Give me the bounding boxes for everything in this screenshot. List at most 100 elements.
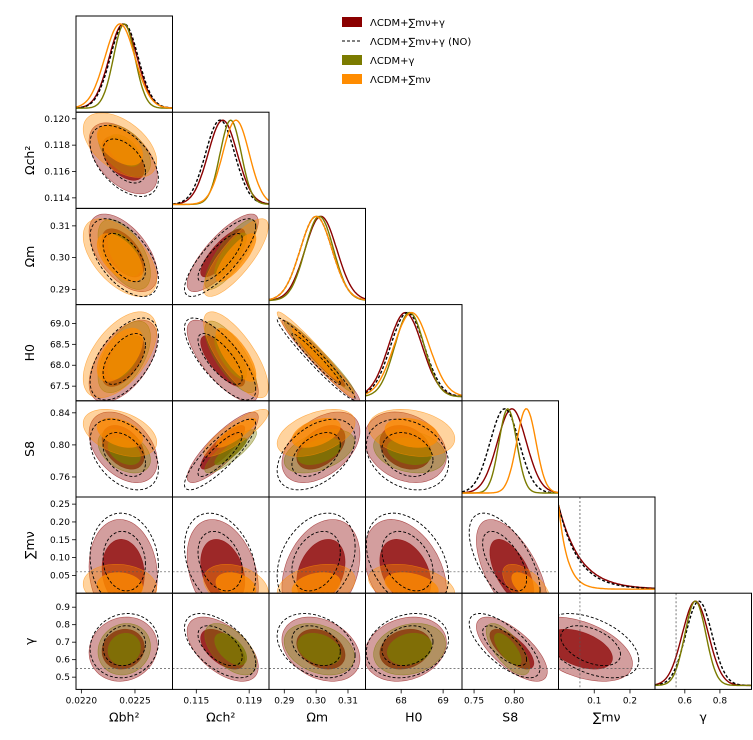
x-tick-label-mnu: 0.1 — [587, 696, 601, 706]
y-tick-label-och2: 0.114 — [44, 194, 70, 204]
panel-s8-gamma: 0.75 0.80 — [461, 592, 559, 706]
contour-no-s8-mnu-95 — [468, 512, 541, 594]
y-axis-label-om: Ωm — [22, 246, 37, 268]
diag-panel-mnu — [558, 496, 656, 594]
panel-obh2-och2: 0.114 0.116 0.118 0.120 — [44, 111, 173, 209]
panel-och2-om — [172, 207, 270, 306]
legend-swatch-full — [342, 17, 362, 27]
x-tick-label-om: 0.30 — [306, 696, 326, 706]
x-tick-label-h0: 69 — [437, 696, 449, 706]
marginal-mnuonly-mnu — [558, 504, 655, 590]
panel-h0-gamma: 68 69 — [365, 592, 463, 706]
diag-panel-h0 — [365, 304, 463, 402]
panel-obh2-s8: 0.76 0.80 0.84 — [50, 400, 173, 498]
panel-och2-s8 — [172, 400, 270, 498]
x-axis-label-obh2: Ωbh² — [109, 709, 139, 724]
contour-no-och2-s8-95 — [184, 418, 257, 491]
marginal-no-s8 — [462, 408, 559, 494]
contour-no-och2-gamma-95 — [184, 613, 257, 679]
legend-label-no: ΛCDM+∑mν+γ (NO) — [370, 37, 471, 48]
panel-s8-mnu — [461, 496, 559, 594]
x-tick-label-obh2: 0.0225 — [119, 696, 151, 706]
contour-no-obh2-gamma-68 — [102, 625, 146, 667]
marginal-no-h0 — [365, 311, 462, 398]
contour-no-h0-s8-68 — [381, 432, 434, 477]
y-tick-label-om: 0.31 — [50, 222, 70, 232]
marginal-no-obh2 — [76, 23, 173, 109]
legend: ΛCDM+∑mν+γ ΛCDM+∑mν+γ (NO) ΛCDM+γ ΛCDM+∑mν — [342, 17, 471, 86]
contour-mnuonly-och2-mnu-68 — [215, 572, 257, 594]
marginal-no-gamma — [655, 600, 752, 687]
contour-no-obh2-h0-68 — [102, 333, 146, 385]
contour-no-mnu-gamma-95 — [558, 613, 640, 679]
x-axis-label-om: Ωm — [306, 709, 328, 724]
marginal-mnuonly-om — [269, 215, 366, 301]
panel-mnu-gamma: 0.1 0.2 — [558, 592, 656, 706]
contour-no-och2-om-95 — [184, 218, 257, 297]
y-tick-label-h0: 67.5 — [50, 382, 70, 392]
y-tick-label-om: 0.30 — [50, 254, 70, 264]
x-tick-label-s8: 0.80 — [504, 696, 524, 706]
marginal-gam-h0 — [365, 311, 462, 398]
x-axis-label-gamma: γ — [700, 709, 708, 724]
panel-om-gamma: 0.29 0.30 0.31 — [268, 592, 366, 706]
marginal-full-s8 — [462, 408, 559, 494]
contour-mnuonly-om-mnu-68 — [291, 572, 341, 594]
panel-om-s8 — [268, 400, 366, 498]
x-tick-label-s8: 0.75 — [464, 696, 484, 706]
marginal-full-gamma — [655, 600, 752, 687]
contour-no-och2-s8-68 — [197, 432, 243, 477]
contour-mnuonly-och2-om-68 — [215, 233, 257, 283]
diag-panel-s8 — [461, 400, 559, 498]
contour-no-och2-h0-95 — [184, 317, 257, 401]
contour-no-h0-mnu-68 — [381, 530, 434, 592]
y-tick-label-s8: 0.84 — [50, 409, 70, 419]
contour-no-om-mnu-95 — [276, 512, 356, 594]
x-axis-label-s8: S8 — [502, 709, 518, 724]
marginal-full-om — [269, 215, 366, 301]
contour-no-och2-h0-68 — [197, 333, 243, 385]
contour-no-s8-gamma-95 — [468, 613, 541, 679]
contour-no-och2-mnu-95 — [184, 512, 257, 594]
contour-no-h0-s8-95 — [365, 418, 450, 491]
contour-no-om-h0-68 — [291, 333, 341, 385]
panel-obh2-mnu: 0.05 0.10 0.15 0.20 0.25 — [50, 496, 173, 594]
legend-swatch-mnuonly — [342, 74, 362, 84]
panel-och2-mnu — [172, 496, 270, 594]
contour-no-om-h0-95 — [276, 317, 356, 401]
x-axis-label-h0: H0 — [405, 709, 422, 724]
contour-no-obh2-om-68 — [102, 233, 146, 283]
contour-no-h0-gamma-68 — [381, 625, 434, 667]
contour-no-h0-mnu-95 — [365, 512, 450, 594]
contour-gam-obh2-gamma-68 — [107, 632, 141, 666]
marginal-no-mnu — [558, 504, 655, 590]
panel-obh2-h0: 67.5 68.0 68.5 69.0 — [50, 304, 173, 402]
contour-mnuonly-h0-mnu-68 — [384, 572, 439, 594]
y-tick-label-s8: 0.80 — [50, 441, 70, 451]
marginal-gam-gamma — [655, 600, 752, 687]
contour-no-obh2-h0-95 — [89, 317, 159, 401]
x-tick-label-och2: 0.119 — [236, 696, 262, 706]
y-tick-label-och2: 0.120 — [44, 115, 70, 125]
contour-mnuonly-h0-s8-68 — [384, 417, 439, 448]
y-tick-label-mnu: 0.10 — [50, 554, 70, 564]
x-tick-label-och2: 0.115 — [183, 696, 209, 706]
y-tick-label-h0: 68.0 — [50, 361, 70, 371]
y-tick-label-gamma: 0.9 — [56, 603, 71, 613]
contour-no-om-mnu-68 — [291, 530, 341, 592]
marginal-full-h0 — [365, 311, 462, 398]
contour-no-obh2-om-95 — [89, 218, 159, 297]
marginal-mnuonly-obh2 — [76, 23, 173, 109]
panel-obh2-gamma: 0.5 0.6 0.7 0.8 0.9 0.0220 0.0225 — [56, 592, 173, 706]
panel-och2-h0 — [172, 304, 270, 402]
contour-mnuonly-obh2-mnu-68 — [96, 572, 144, 594]
y-tick-label-mnu: 0.25 — [50, 500, 70, 510]
x-tick-label-h0: 68 — [395, 696, 407, 706]
contour-no-obh2-och2-68 — [102, 138, 146, 184]
y-axis-label-gamma: γ — [22, 637, 37, 645]
y-tick-label-s8: 0.76 — [50, 473, 70, 483]
contour-no-obh2-gamma-95 — [89, 613, 159, 679]
diag-panel-obh2 — [75, 15, 173, 113]
x-tick-label-obh2: 0.0220 — [66, 696, 98, 706]
